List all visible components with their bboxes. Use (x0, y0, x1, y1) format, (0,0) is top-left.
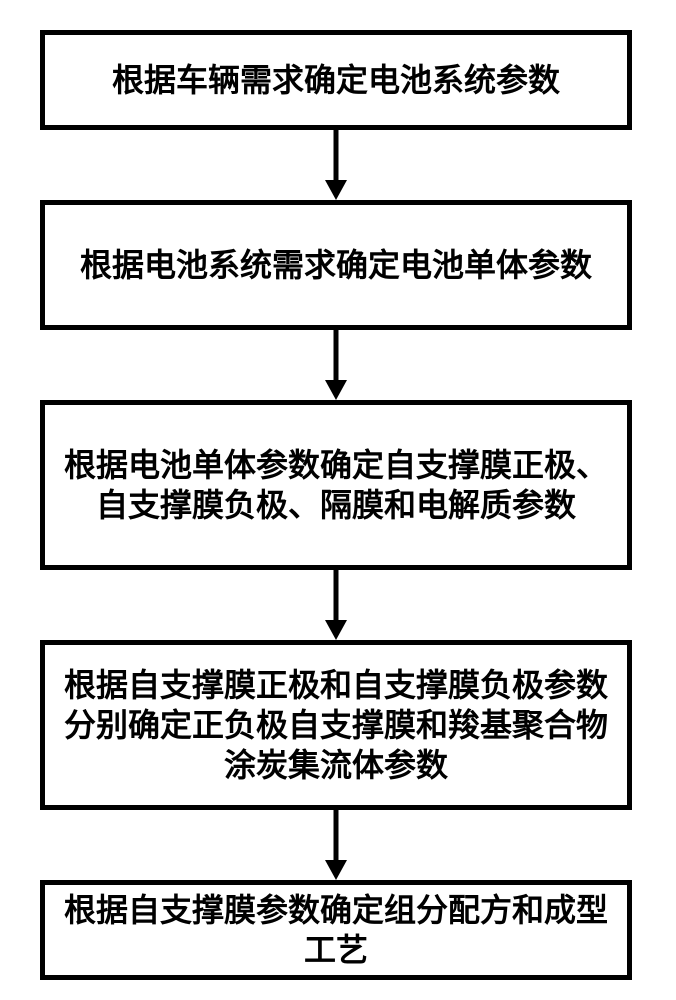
flow-node-2: 根据电池系统需求确定电池单体参数 (40, 200, 632, 330)
flow-node-label: 根据电池系统需求确定电池单体参数 (80, 245, 592, 285)
flow-arrow-2 (323, 330, 349, 400)
flowchart-canvas: 根据车辆需求确定电池系统参数根据电池系统需求确定电池单体参数根据电池单体参数确定… (0, 0, 676, 1000)
flow-node-3: 根据电池单体参数确定自支撑膜正极、自支撑膜负极、隔膜和电解质参数 (40, 400, 632, 570)
flow-node-1: 根据车辆需求确定电池系统参数 (40, 30, 632, 130)
flow-arrow-1 (323, 130, 349, 200)
flow-node-label: 根据自支撑膜参数确定组分配方和成型工艺 (63, 890, 609, 970)
flow-arrow-4 (323, 810, 349, 880)
flow-node-label: 根据车辆需求确定电池系统参数 (112, 60, 560, 100)
flow-node-label: 根据电池单体参数确定自支撑膜正极、自支撑膜负极、隔膜和电解质参数 (63, 445, 609, 525)
flow-arrow-3 (323, 570, 349, 640)
flow-node-4: 根据自支撑膜正极和自支撑膜负极参数分别确定正负极自支撑膜和羧基聚合物涂炭集流体参… (40, 640, 632, 810)
flow-node-label: 根据自支撑膜正极和自支撑膜负极参数分别确定正负极自支撑膜和羧基聚合物涂炭集流体参… (63, 665, 609, 785)
flow-node-5: 根据自支撑膜参数确定组分配方和成型工艺 (40, 880, 632, 980)
